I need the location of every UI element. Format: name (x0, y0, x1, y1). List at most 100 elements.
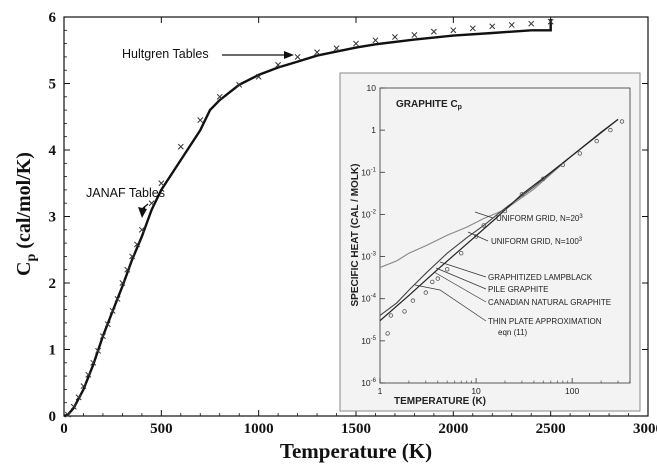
y-axis-title: Cp (cal/mol/K) (13, 152, 39, 276)
series-marker-hultgren (197, 117, 204, 124)
inset-data-marker (445, 267, 450, 272)
series-marker-hultgren (391, 33, 398, 40)
inset-data-marker (619, 119, 625, 124)
y-tick-label: 4 (49, 143, 57, 159)
annotation-hultgren-arrow (222, 51, 294, 59)
series-marker-hultgren (158, 180, 165, 187)
main-markers (64, 18, 554, 418)
series-marker-hultgren (114, 296, 121, 302)
x-tick-label: 2000 (438, 421, 468, 437)
inset-leader-lines (414, 211, 494, 322)
x-tick-label: 2500 (536, 421, 566, 437)
series-marker-hultgren (450, 27, 457, 34)
y-tick-label: 3 (49, 210, 57, 226)
inset-data-marker (402, 309, 407, 314)
y-axis-title-main: C (13, 261, 35, 275)
series-marker-hultgren (134, 241, 140, 248)
inset-y-tick-label: 10 (367, 83, 377, 93)
inset-label-canadian-natural-graphite: CANADIAN NATURAL GRAPHITE (488, 298, 611, 307)
inset-label-thin-plate: THIN PLATE APPROXIMATION (488, 317, 602, 326)
x-tick-label: 0 (60, 421, 68, 437)
inset-label-uniform-grid-100: UNIFORM GRID, N=1003 (491, 237, 583, 246)
x-tick-label: 500 (150, 421, 173, 437)
series-line-janaf (63, 19, 552, 418)
series-marker-hultgren (275, 61, 282, 68)
y-tick-label: 5 (49, 77, 57, 93)
inset-label-eqn-11: eqn (11) (498, 328, 528, 337)
y-tick-label: 0 (49, 409, 57, 425)
inset-y-tick-label: 1 (371, 125, 376, 135)
inset-curve-thin-plate (379, 118, 619, 322)
inset-x-tick-label: 100 (565, 386, 579, 396)
series-marker-hultgren (528, 20, 535, 27)
inset-y-tick-label: 10-6 (361, 378, 376, 388)
inset-data-marker (519, 192, 525, 197)
leader-pile-graphite (435, 267, 487, 290)
series-marker-hultgren (469, 25, 476, 32)
inset-x-tick-label: 1 (378, 386, 383, 396)
series-marker-hultgren (216, 93, 223, 100)
series-marker-hultgren (119, 280, 126, 286)
annotation-janaf-arrow (138, 203, 149, 218)
series-marker-hultgren (411, 32, 418, 38)
leader-graphitized-lampblack (439, 261, 487, 278)
x-tick-label: 1000 (244, 421, 274, 437)
inset-curves (379, 118, 619, 322)
x-tick-label: 1500 (341, 421, 371, 437)
inset-data-marker (560, 162, 565, 168)
inset-data-marker (385, 331, 390, 336)
series-marker-hultgren (95, 347, 102, 354)
main-curves (63, 19, 552, 418)
series-marker-hultgren (294, 53, 301, 60)
series-marker-hultgren (75, 394, 82, 401)
series-marker-hultgren (90, 359, 97, 366)
series-marker-hultgren (70, 403, 77, 410)
inset-data-marker (423, 290, 428, 295)
series-marker-hultgren (353, 40, 359, 47)
inset-x-tick-label: 10 (471, 386, 481, 396)
leader-uniform-grid-20 (474, 211, 494, 219)
series-marker-hultgren (148, 200, 155, 207)
inset-data-marker (577, 151, 582, 156)
series-marker-hultgren (508, 22, 515, 28)
series-marker-hultgren (333, 45, 340, 52)
series-marker-hultgren (109, 307, 116, 314)
leader-canadian-natural-graphite (433, 271, 487, 303)
inset-x-axis-title: TEMPERATURE (K) (394, 396, 486, 407)
inset-data-marker (430, 279, 435, 285)
inset-y-tick-label: 10-3 (361, 252, 376, 262)
inset-data-marker (502, 208, 508, 214)
series-marker-hultgren (129, 253, 136, 260)
inset-data-marker (388, 313, 394, 318)
series-marker-hultgren (85, 371, 92, 378)
inset-title: GRAPHITE Cp (396, 99, 462, 111)
series-marker-hultgren (489, 23, 496, 30)
inset-y-tick-label: 10-5 (361, 336, 376, 346)
series-marker-hultgren (138, 226, 145, 233)
series-marker-hultgren (236, 81, 243, 88)
y-tick-label: 6 (49, 10, 57, 26)
series-marker-hultgren (64, 411, 71, 418)
inset-label-graphitized-lampblack: GRAPHITIZED LAMPBLACK (488, 273, 593, 282)
inset-label-uniform-grid-20: UNIFORM GRID, N=203 (496, 214, 583, 223)
inset-data-marker (435, 276, 440, 281)
series-marker-hultgren (547, 18, 554, 25)
inset-data-marker (608, 127, 613, 133)
inset-y-axis-title: SPECIFIC HEAT (CAL / MOLK) (350, 164, 361, 307)
series-marker-hultgren (255, 73, 262, 80)
inset-data-marker (459, 250, 464, 256)
inset-plot: 1 10 100 10 1 10-1 10-2 10-3 10-4 10-5 10-6 GRAPHI… (339, 72, 641, 412)
series-marker-hultgren (99, 333, 106, 340)
series-marker-hultgren (104, 321, 111, 328)
annotation-janaf: JANAF Tables (86, 186, 165, 200)
inset-label-pile-graphite: PILE GRAPHITE (488, 285, 548, 294)
inset-data-marker (594, 138, 599, 144)
inset-data-marker (481, 223, 486, 228)
leader-uniform-grid-100 (467, 231, 489, 242)
series-marker-hultgren (430, 28, 437, 35)
inset-background (339, 72, 641, 412)
series-marker-hultgren (124, 266, 131, 273)
inset-data-marker (541, 176, 546, 181)
